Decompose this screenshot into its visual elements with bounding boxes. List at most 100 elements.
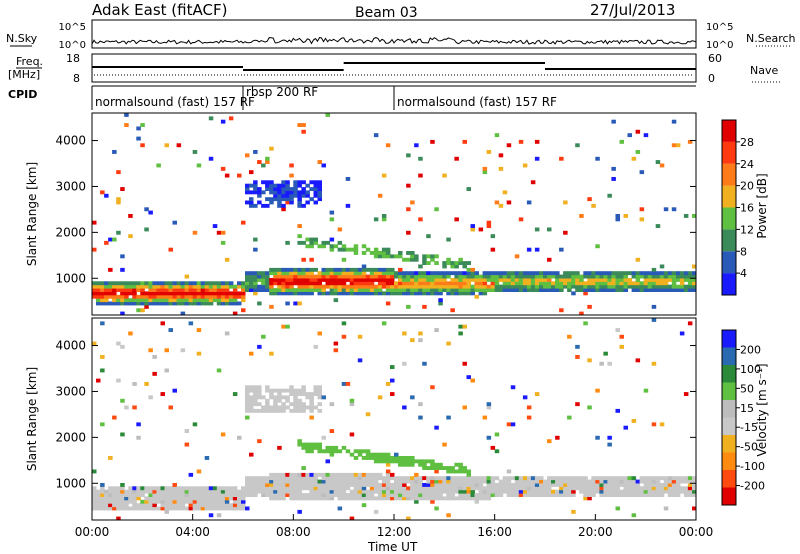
power-cell: [482, 170, 488, 175]
power-cell: [168, 298, 173, 303]
velocity-cell: [301, 405, 306, 410]
power-cell: [184, 281, 190, 286]
velocity-cell: [498, 489, 504, 494]
velocity-cell: [599, 361, 604, 366]
power-cell: [277, 288, 282, 292]
velocity-cell: [317, 395, 322, 400]
velocity-cell: [152, 489, 157, 494]
power-cell: [498, 288, 504, 292]
power-cell: [377, 193, 383, 198]
power-cell: [414, 281, 419, 286]
power-cell: [353, 288, 359, 292]
power-cell: [136, 284, 141, 289]
velocity-cell: [454, 479, 459, 484]
velocity-cell: [430, 459, 435, 464]
power-cell: [164, 301, 169, 306]
power-cell: [470, 284, 475, 289]
power-cell: [647, 278, 653, 282]
power-cell: [224, 173, 230, 178]
velocity-cell: [434, 469, 439, 474]
power-cell: [128, 298, 133, 303]
velocity-cell: [659, 476, 665, 481]
power-cell: [482, 288, 488, 292]
velocity-cell: [422, 466, 427, 470]
power-cell: [373, 217, 379, 222]
velocity-cell: [478, 486, 484, 491]
power-cell: [502, 288, 508, 292]
power-cell: [555, 274, 560, 279]
power-cell: [204, 298, 210, 303]
velocity-cell: [172, 483, 177, 487]
velocity-cell: [241, 506, 246, 511]
power-cell: [454, 261, 459, 265]
power-cell: [301, 129, 306, 134]
power-cell: [659, 284, 665, 289]
power-cell: [611, 288, 616, 292]
velocity-cell: [144, 506, 149, 511]
velocity-cell: [132, 503, 137, 508]
power-cell: [176, 281, 182, 286]
velocity-cell: [353, 479, 359, 484]
power-cell: [341, 244, 347, 249]
velocity-cell: [506, 479, 512, 484]
velocity-cell: [402, 483, 407, 487]
velocity-cell: [333, 341, 339, 346]
power-cell: [265, 288, 270, 292]
velocity-cell: [253, 392, 258, 396]
power-cell: [293, 183, 298, 188]
velocity-cell: [289, 388, 294, 393]
velocity-cell: [655, 486, 661, 491]
velocity-cell: [269, 479, 274, 484]
velocity-cell: [116, 341, 121, 346]
velocity-cell: [539, 483, 544, 487]
power-cell: [434, 274, 439, 279]
velocity-cell: [184, 442, 190, 447]
velocity-cell: [494, 476, 500, 481]
velocity-cell: [128, 499, 133, 504]
velocity-colorbar-swatch-8: [722, 347, 736, 365]
power-cell: [257, 288, 262, 292]
power-cell: [164, 291, 169, 296]
velocity-cell: [156, 486, 161, 491]
velocity-cell: [108, 506, 113, 511]
velocity-cell: [309, 493, 314, 497]
power-cell: [494, 281, 500, 286]
velocity-cell: [293, 408, 298, 413]
power-cell: [518, 139, 524, 144]
velocity-cell: [518, 479, 524, 484]
power-cell: [438, 278, 443, 282]
velocity-cell: [353, 456, 359, 460]
velocity-cell: [124, 493, 129, 497]
power-cell: [261, 281, 266, 286]
power-cell: [269, 278, 274, 282]
power-colorbar-tick-label: 8: [740, 245, 747, 258]
velocity-cell: [615, 476, 620, 481]
power-cell: [241, 288, 246, 292]
power-cell: [518, 281, 524, 286]
velocity-cell: [333, 348, 339, 353]
power-cell: [132, 301, 137, 306]
velocity-cell: [269, 496, 274, 501]
power-cell: [526, 281, 532, 286]
velocity-heatmap-cells: [92, 318, 697, 521]
power-cell: [204, 291, 210, 296]
noise-sky-label: N.Sky: [6, 32, 38, 45]
velocity-cell: [176, 499, 182, 504]
noise-search-label: N.Search: [746, 32, 796, 45]
velocity-cell: [591, 483, 596, 487]
velocity-cell: [414, 489, 419, 494]
velocity-cell: [269, 483, 274, 487]
power-cell: [498, 271, 504, 276]
velocity-cell: [446, 486, 451, 491]
power-cell: [281, 278, 286, 282]
velocity-cell: [357, 486, 363, 491]
velocity-cell: [426, 466, 431, 470]
power-cell: [228, 116, 234, 121]
power-cell: [345, 274, 351, 279]
velocity-cell: [297, 483, 302, 487]
velocity-cell: [490, 483, 496, 487]
velocity-cell: [140, 486, 145, 491]
power-cell: [381, 271, 387, 276]
velocity-cell: [567, 476, 572, 481]
power-cell: [482, 284, 488, 289]
